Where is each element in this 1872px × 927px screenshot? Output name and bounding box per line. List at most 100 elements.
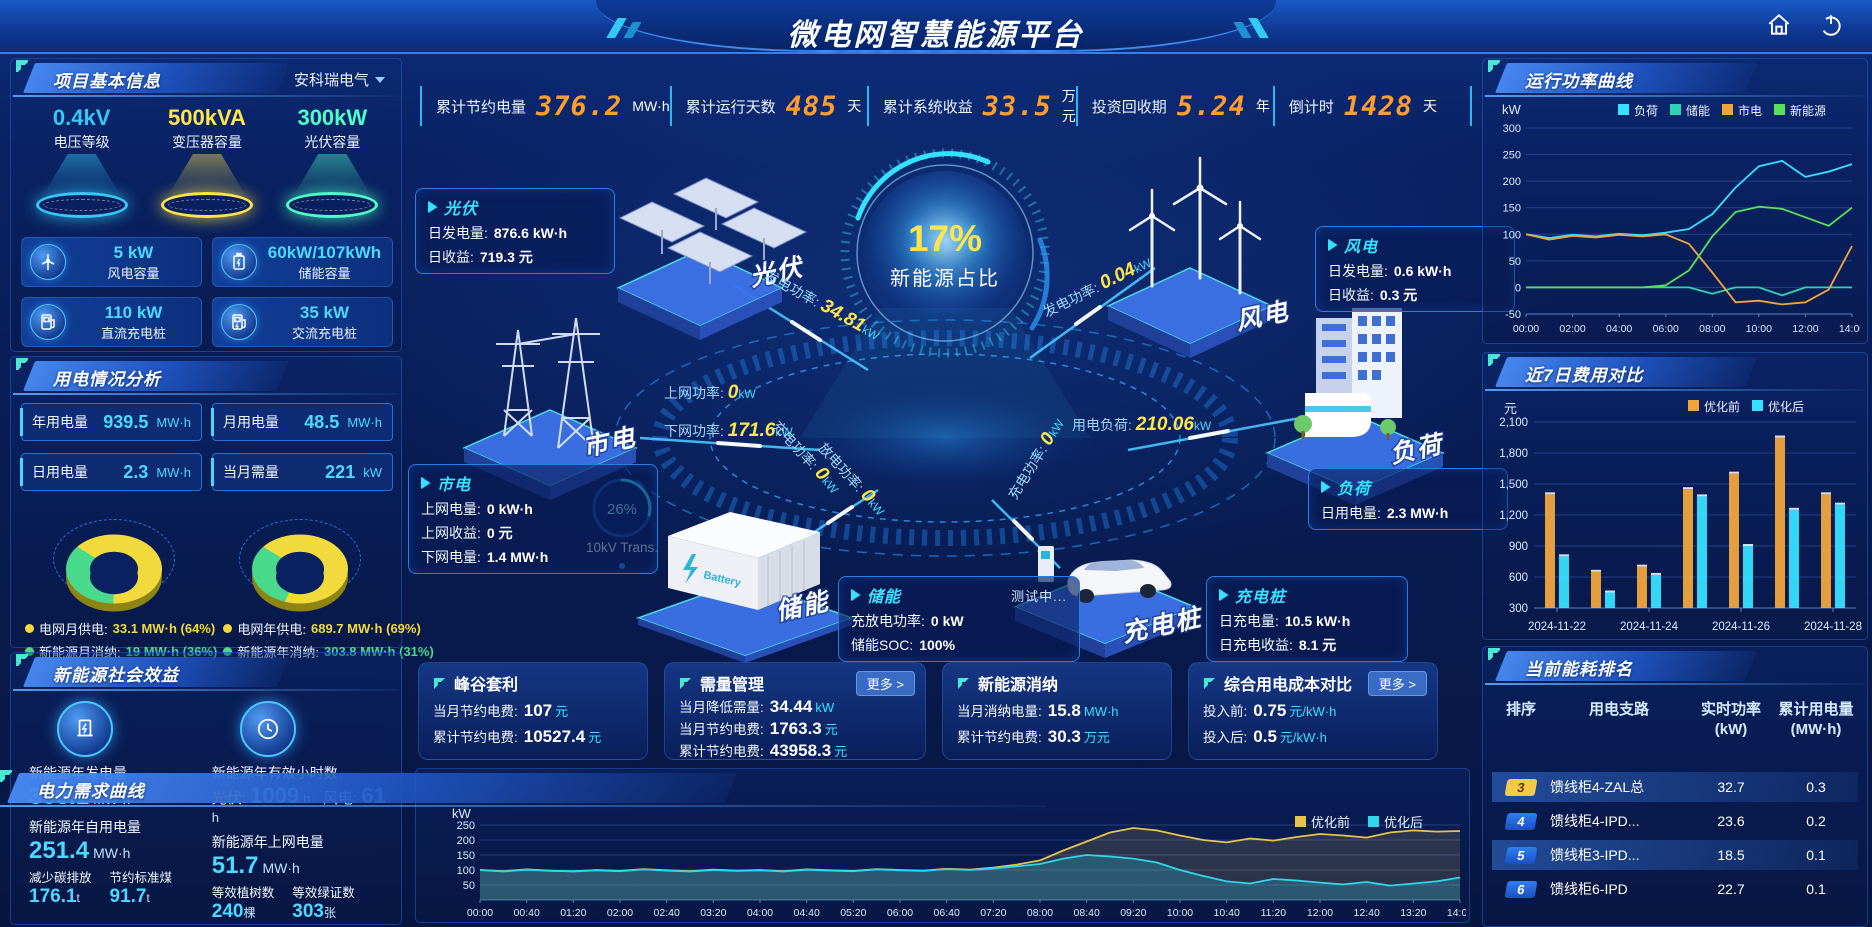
svg-text:02:00: 02:00 (1559, 323, 1585, 335)
ranking-row-3[interactable]: 3 馈线柜4-ZAL总 32.7 0.3 (1492, 772, 1858, 802)
svg-text:2024-11-24: 2024-11-24 (1620, 621, 1679, 633)
arrow-icon (1328, 239, 1337, 251)
power-curve-unit: kW (1502, 102, 1521, 117)
svg-text:-50: -50 (1505, 309, 1521, 321)
power-curve-legend: 负荷 储能 市电 新能源 (1618, 102, 1826, 119)
panel-title: 用电情况分析 (53, 370, 161, 389)
demand-chart-unit: kW (452, 806, 471, 821)
chevron-down-icon (375, 76, 385, 83)
svg-text:10:40: 10:40 (1214, 907, 1240, 919)
svg-text:09:20: 09:20 (1120, 907, 1146, 919)
svg-text:08:00: 08:00 (1699, 323, 1725, 335)
panel-corner-icon (1488, 60, 1500, 72)
pedestal-voltage-level: 0.4kV 电压等级 (23, 105, 141, 233)
rank-badge: 6 (1504, 880, 1538, 898)
svg-text:06:00: 06:00 (887, 907, 913, 919)
rank-badge: 3 (1504, 778, 1538, 796)
svg-text:300: 300 (1509, 603, 1528, 615)
stat-green-certs: 等效绿证数 303张 (292, 886, 355, 922)
kpi-stats-bar: 累计节约电量 376.2 MW·h 累计运行天数 485 天 累计系统收益 33.5 万元 … (420, 86, 1472, 126)
branch-name: 馈线柜3-IPD... (1550, 847, 1640, 863)
svg-text:00:00: 00:00 (467, 907, 493, 919)
stat-saved-energy: 累计节约电量 376.2 MW·h (420, 86, 670, 126)
svg-text:300: 300 (1503, 123, 1521, 135)
title-left-decoration (606, 18, 642, 38)
card-wind: 风电 日发电量: 0.6 kW·h 日收益: 0.3 元 (1315, 226, 1515, 312)
svg-text:12:40: 12:40 (1354, 907, 1380, 919)
company-dropdown[interactable]: 安科瑞电气 (294, 69, 385, 90)
chip-day-usage: 日用电量 2.3 MW·h (20, 453, 202, 491)
svg-text:100: 100 (1503, 229, 1521, 241)
arrow-icon (428, 201, 437, 213)
svg-text:200: 200 (457, 835, 475, 847)
more-button-cost[interactable]: 更多 > (1367, 671, 1427, 696)
dc-charger-icon (30, 304, 66, 340)
demand-chart-legend: 优化前 优化后 (1295, 812, 1423, 831)
node-wind[interactable]: 风电 (1106, 156, 1294, 358)
svg-text:900: 900 (1509, 541, 1528, 553)
branch-name: 馈线柜4-ZAL总 (1550, 779, 1645, 795)
donut-year-supply (225, 505, 375, 613)
svg-text:12:00: 12:00 (1792, 323, 1818, 335)
total-energy: 0.2 (1806, 813, 1826, 829)
panel-corner-icon (1488, 354, 1500, 366)
svg-text:13:20: 13:20 (1400, 907, 1426, 919)
svg-text:03:20: 03:20 (700, 907, 726, 919)
clock-icon (239, 701, 296, 757)
panel-title: 新能源社会效益 (53, 666, 179, 685)
arrow-icon (1321, 481, 1330, 493)
cost-chart-unit: 元 (1504, 401, 1518, 416)
svg-text:04:40: 04:40 (794, 907, 820, 919)
panel-demand-management: 需量管理 更多 > 当月降低需量: 34.44 kW 当月节约电费: 1763.3 元 … (664, 662, 926, 760)
home-icon[interactable] (1766, 12, 1792, 43)
flow-draw-power: 下网功率: 171.6kW (664, 420, 793, 441)
flow-feedin-power: 上网功率: 0kW (664, 382, 756, 403)
svg-text:08:00: 08:00 (1027, 907, 1053, 919)
chip-month-demand: 当月需量 221 kW (211, 453, 393, 491)
card-storage: 储能 测试中... 充放电功率: 0 kW 储能SOC: 100% (838, 576, 1080, 662)
card-load: 负荷 日用电量: 2.3 MW·h (1308, 468, 1508, 530)
stat-countdown: 倒计时 1428 天 (1272, 86, 1472, 126)
svg-text:50: 50 (1509, 256, 1521, 268)
panel-title: 项目基本信息 (53, 72, 161, 91)
arrow-icon (421, 477, 430, 489)
panel-cost-comparison: 综合用电成本对比 更多 > 投入前: 0.75 元/kW·h 投入后: 0.5 元/kW… (1188, 662, 1438, 760)
svg-text:250: 250 (1503, 150, 1521, 162)
svg-text:2,100: 2,100 (1499, 417, 1528, 429)
power-icon[interactable] (1818, 12, 1844, 43)
svg-text:0: 0 (1515, 282, 1521, 294)
node-storage[interactable]: Battery 储能 (635, 512, 855, 663)
svg-text:12:00: 12:00 (1307, 907, 1333, 919)
ranking-table-header: 排序 用电支路 实时功率 (kW) 累计用电量 (MW·h) (1505, 701, 1854, 738)
ranking-row-5[interactable]: 5 馈线柜3-IPD... 18.5 0.1 (1492, 840, 1858, 870)
ranking-row-6[interactable]: 6 馈线柜6-IPD 22.7 0.1 (1492, 874, 1858, 904)
stat-carbon-reduction: 减少碳排放 176.1t (29, 871, 92, 907)
donut-month-supply (39, 505, 189, 613)
panel-corner-icon (16, 654, 28, 666)
total-energy: 0.3 (1806, 779, 1826, 795)
card-pv: 光伏 日发电量: 876.6 kW·h 日收益: 719.3 元 (415, 188, 615, 274)
panel-demand-curve: 电力需求曲线 (0, 768, 1470, 923)
flow-load-power: 用电负荷: 210.06kW (1072, 414, 1212, 435)
wind-turbine-icon (30, 244, 66, 280)
stat-running-days: 累计运行天数 485 天 (669, 86, 867, 126)
svg-text:1,800: 1,800 (1499, 448, 1528, 460)
panel-title: 近7日费用对比 (1525, 366, 1644, 385)
more-button-demand[interactable]: 更多 > (855, 671, 915, 696)
svg-text:06:00: 06:00 (1653, 323, 1679, 335)
power-curve-chart: 300 250 200 150 100 50 0 -50 00:00 02:00 04:00 06:0… (1503, 123, 1860, 335)
panel-project-info: 项目基本信息 安科瑞电气 0.4kV 电压等级 500kVA 变压器容量 300… (10, 58, 402, 352)
realtime-power: 18.5 (1717, 847, 1745, 863)
panel-corner-icon (1488, 648, 1500, 660)
svg-text:04:00: 04:00 (1606, 323, 1632, 335)
svg-text:150: 150 (1503, 203, 1521, 215)
node-label-storage: 储能 (773, 587, 833, 626)
cost-chart-legend: 优化前 优化后 (1688, 398, 1804, 415)
svg-text:50: 50 (463, 880, 475, 892)
rank-badge: 4 (1504, 812, 1538, 830)
ranking-row-4[interactable]: 4 馈线柜4-IPD... 23.6 0.2 (1492, 806, 1858, 836)
node-pv[interactable]: 光伏 (616, 177, 809, 340)
title-right-decoration (1233, 18, 1269, 38)
svg-text:600: 600 (1509, 572, 1528, 584)
